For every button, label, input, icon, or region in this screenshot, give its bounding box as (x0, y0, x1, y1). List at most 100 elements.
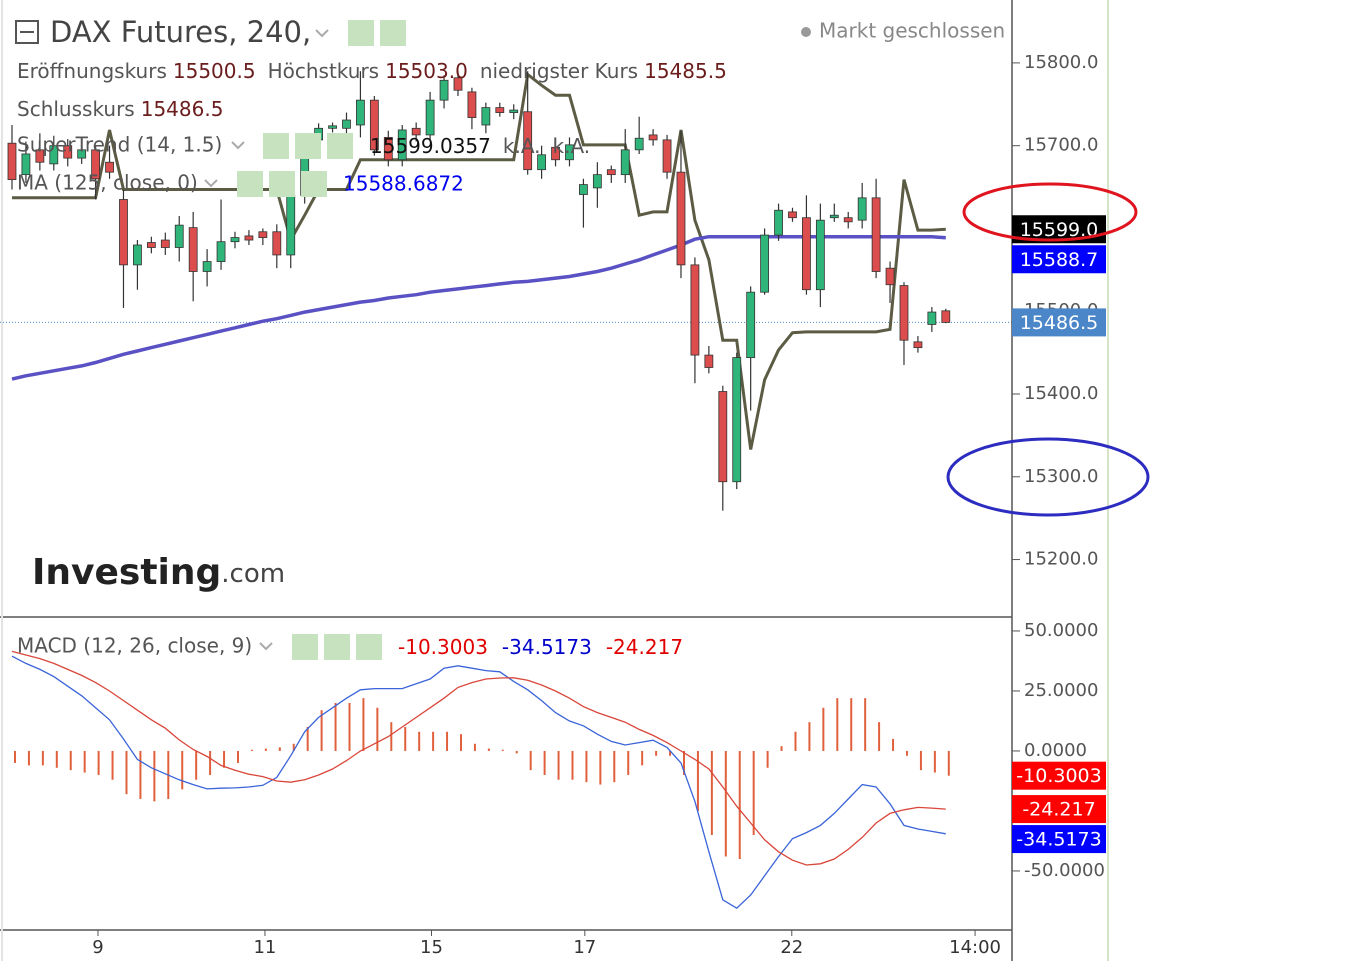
price-label: -10.3003 (1016, 765, 1101, 787)
settings-icon[interactable] (380, 20, 406, 46)
candle-body (425, 99, 435, 136)
y-tick-label: 25.0000 (1024, 680, 1098, 701)
price-label: -34.5173 (1016, 829, 1101, 851)
macd-line (11, 650, 946, 866)
candle-body (885, 267, 895, 286)
remove-icon[interactable] (356, 634, 382, 660)
candle-body (634, 137, 644, 151)
candle-body (467, 91, 477, 118)
macd-values: -10.3003 -34.5173 -24.217 (398, 635, 683, 659)
candle-body (146, 242, 156, 248)
dropdown-caret[interactable] (231, 141, 245, 150)
supertrend-line (12, 71, 946, 450)
candle-body (760, 234, 770, 293)
candle-body (899, 285, 909, 341)
candle-body (648, 134, 658, 141)
candle-body (732, 357, 742, 483)
candle-body (509, 109, 519, 113)
high-value: 15503.0 (385, 59, 468, 83)
watermark-domain: .com (221, 559, 285, 589)
price-label: 15599.0 (1020, 219, 1099, 241)
high-label: Höchstkurs (268, 59, 380, 83)
candle-body (21, 153, 31, 176)
close-value: 15486.5 (141, 97, 224, 121)
watermark-brand: Investing (32, 552, 221, 593)
candle-body (383, 137, 393, 161)
price-label-box (1012, 245, 1106, 274)
candle-body (523, 111, 533, 171)
settings-icon[interactable] (269, 171, 295, 197)
candle-body (63, 145, 73, 159)
dropdown-caret[interactable] (259, 642, 273, 651)
candle-body (565, 144, 574, 161)
supertrend-value: 15599.0357 (370, 134, 491, 158)
candle-body (133, 244, 142, 266)
candle-body (871, 197, 881, 272)
candle-body (676, 171, 686, 266)
candle-body (592, 174, 602, 189)
candle-body (704, 354, 714, 368)
remove-icon[interactable] (301, 171, 327, 197)
candle-body (718, 391, 728, 483)
candle-body (746, 291, 756, 358)
candle-body (481, 107, 491, 126)
macd-legend: MACD (12, 26, close, 9) (17, 634, 252, 658)
candle-body (411, 127, 421, 136)
ma-value: 15588.6872 (343, 172, 464, 196)
candle-body (941, 310, 951, 323)
close-label: Schlusskurs (17, 97, 135, 121)
supertrend-values: 15599.0357 k.A. k.A. (370, 134, 590, 158)
candle-body (579, 184, 588, 195)
price-label-box (1012, 308, 1106, 337)
candle-body (802, 217, 811, 291)
price-label: 15588.7 (1020, 249, 1099, 271)
candle-body (356, 99, 365, 126)
low-value: 15485.5 (644, 59, 727, 83)
x-tick-label: 9 (92, 937, 103, 958)
candle-body (328, 125, 337, 129)
dropdown-caret[interactable] (315, 29, 329, 38)
supertrend-extra: k.A. (553, 134, 591, 158)
y-tick-label: 15300.0 (1024, 466, 1098, 487)
candle-body (788, 211, 797, 219)
candle-body (119, 199, 128, 266)
eye-icon[interactable] (237, 171, 263, 197)
price-label-box (1012, 761, 1106, 790)
axis-layer: 15200.015300.015400.015500.015600.015700… (92, 52, 1106, 958)
eye-icon[interactable] (263, 133, 289, 159)
remove-icon[interactable] (327, 133, 353, 159)
candle-body (230, 237, 240, 243)
settings-icon[interactable] (324, 634, 350, 660)
highlight-ellipse (962, 182, 1138, 242)
candle-body (495, 107, 505, 113)
candle-body (927, 311, 937, 325)
candle-body (369, 99, 379, 151)
candle-body (662, 139, 672, 173)
candle-body (439, 79, 449, 101)
supertrend-legend: SuperTrend (14, 1.5) (17, 133, 222, 157)
open-value: 15500.5 (173, 59, 256, 83)
settings-icon[interactable] (295, 133, 321, 159)
candle-body (258, 231, 268, 238)
low-label: niedrigster Kurs (480, 59, 638, 83)
y-tick-label: 15200.0 (1024, 549, 1098, 570)
candle-body (105, 161, 114, 173)
candle-body (829, 214, 839, 219)
plot-layer (0, 71, 1012, 910)
dropdown-caret[interactable] (204, 179, 218, 188)
price-label: 15486.5 (1020, 312, 1099, 334)
chart-title: DAX Futures, 240, (50, 15, 311, 49)
candle-body (77, 149, 87, 159)
market-status: Markt geschlossen (819, 19, 1005, 43)
y-tick-label: -50.0000 (1024, 860, 1105, 881)
eye-icon[interactable] (348, 20, 374, 46)
candle-body (342, 119, 351, 129)
signal-value: -24.217 (606, 635, 683, 659)
macd-line (11, 655, 946, 910)
eye-icon[interactable] (292, 634, 318, 660)
candle-body (843, 217, 853, 223)
x-tick-label: 15 (420, 937, 443, 958)
candle-body (857, 197, 867, 221)
collapse-icon[interactable] (15, 20, 39, 44)
